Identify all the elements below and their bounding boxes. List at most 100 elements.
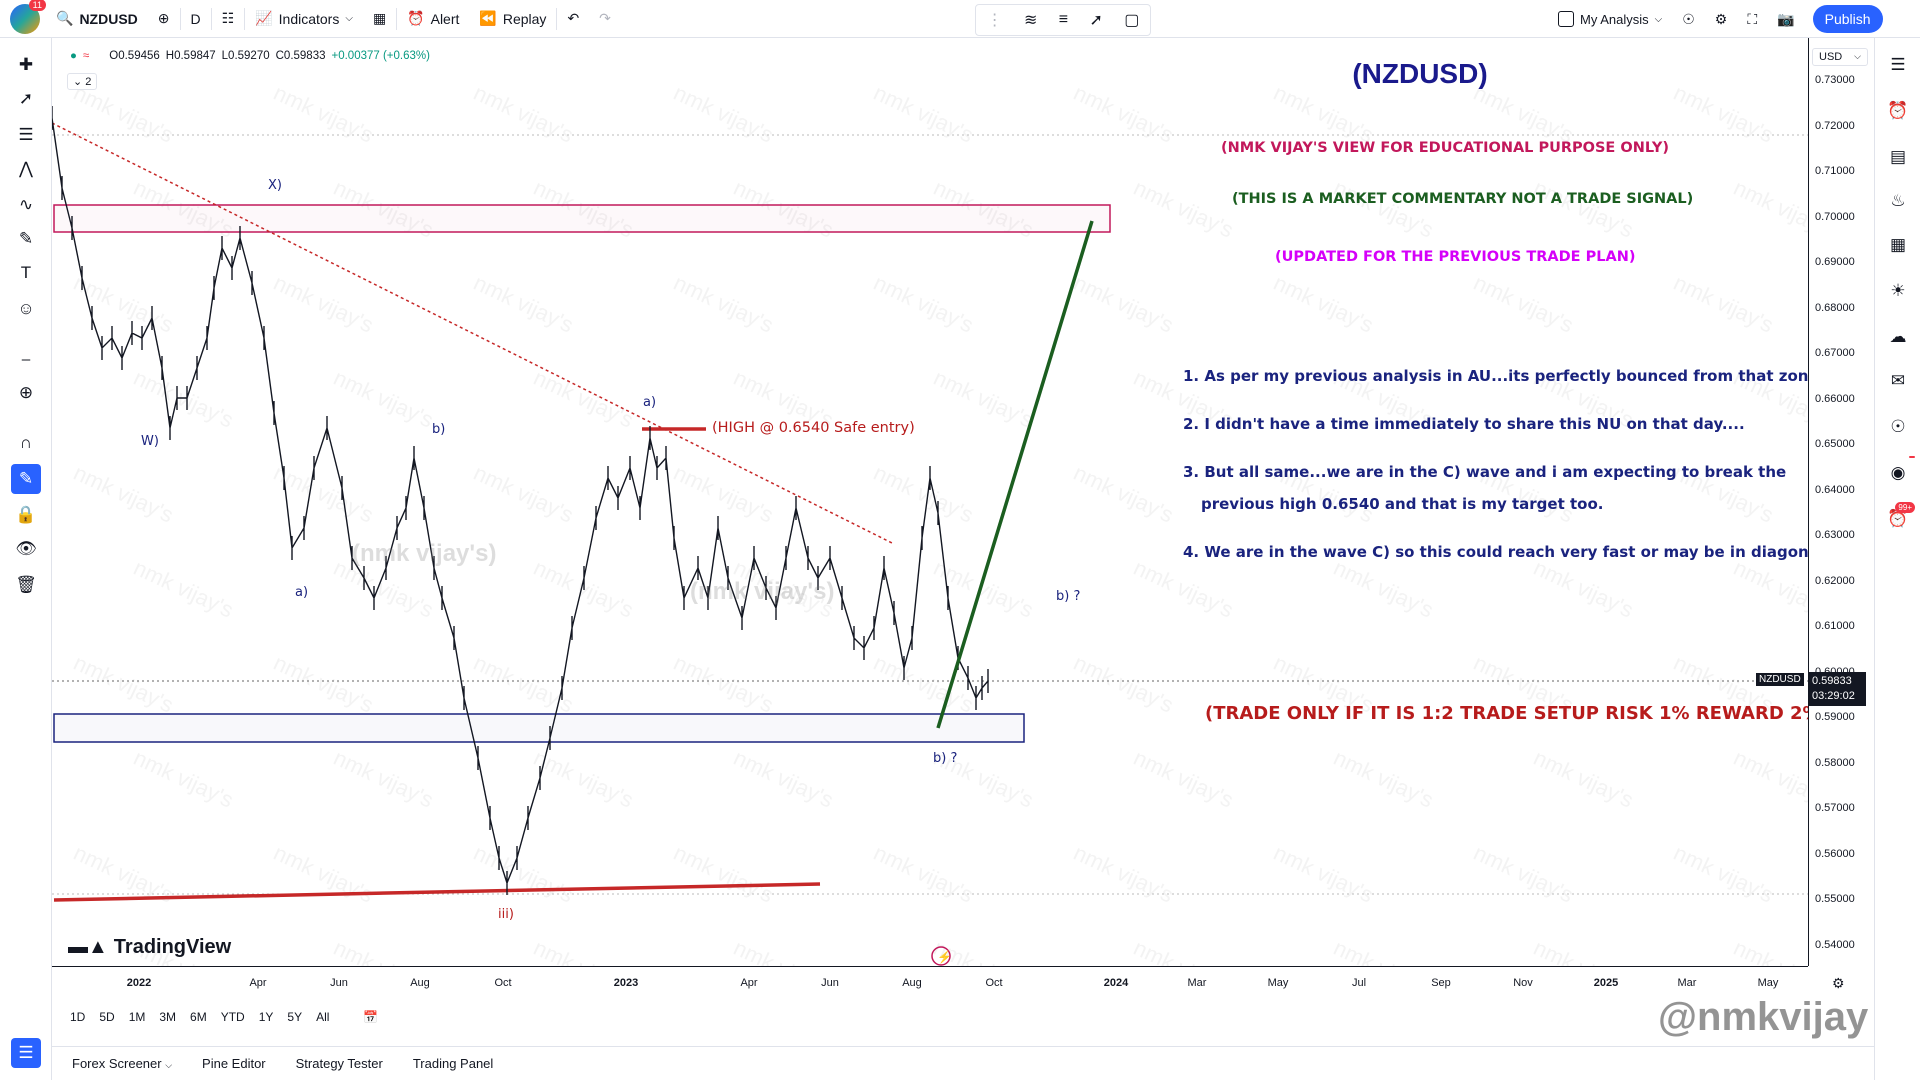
undo-button[interactable]: ↶: [557, 0, 589, 38]
stay-drawing-icon[interactable]: ✎: [11, 464, 41, 494]
chat-icon[interactable]: ✉: [1890, 371, 1906, 390]
time-axis-label: 2022: [126, 977, 152, 989]
time-axis[interactable]: 2022 Apr Jun Aug Oct 2023 Apr Jun Aug Oct 2024 Mar M…: [52, 966, 1808, 996]
price-chart[interactable]: nmk vijay's nmk vijay's nmk vijay's nmk vij…: [52, 38, 1808, 966]
pitchfork-icon[interactable]: ☰: [18, 125, 34, 144]
trendline-icon[interactable]: ➚: [1089, 12, 1103, 29]
grid-icon: ▦: [372, 10, 387, 26]
legend-dot-icon[interactable]: ●: [70, 50, 77, 62]
support-trendline[interactable]: [53, 882, 821, 902]
current-price-label: 0.59833 03:29:02: [1808, 672, 1866, 706]
symbol-search[interactable]: 🔍 NZDUSD: [46, 0, 148, 38]
range-button[interactable]: All: [316, 1010, 330, 1024]
avatar[interactable]: 11: [10, 0, 46, 34]
fullscreen-button[interactable]: ⛶: [1737, 0, 1767, 38]
range-button[interactable]: 6M: [190, 1010, 207, 1024]
trash-icon[interactable]: 🗑: [15, 575, 37, 594]
range-button[interactable]: 1M: [128, 1010, 146, 1024]
zoom-in-icon[interactable]: ⊕: [18, 383, 34, 402]
tab-strategy-tester[interactable]: Strategy Tester: [295, 1056, 383, 1071]
projection-arrow[interactable]: [936, 220, 1094, 729]
watermark-tile: nmk vijay's: [470, 270, 577, 338]
legend-collapse-button[interactable]: ⌄ 2: [67, 73, 98, 90]
indicators-button[interactable]: 📈 Indicators ⌵: [245, 0, 363, 38]
high-entry-label: (HIGH @ 0.6540 Safe entry): [712, 420, 915, 436]
time-axis-label: Aug: [902, 977, 922, 989]
trendline-tool-icon[interactable]: ➚: [18, 89, 34, 108]
prediction-icon[interactable]: ∿: [18, 195, 34, 214]
magnet-icon[interactable]: ∩: [19, 433, 33, 452]
layout-button[interactable]: My Analysis ⌵: [1548, 0, 1672, 38]
watermark-tile: nmk vijay's: [1070, 840, 1177, 908]
high-value: H0.59847: [165, 50, 216, 62]
interval-button[interactable]: D: [181, 0, 211, 38]
hotlist-icon[interactable]: ♨: [1890, 191, 1906, 210]
publish-button[interactable]: Publish: [1812, 5, 1883, 33]
snapshot-button[interactable]: 📷: [1767, 0, 1804, 38]
compare-button[interactable]: ⊕: [148, 0, 180, 38]
event-marker[interactable]: [931, 946, 951, 966]
brush-icon[interactable]: ✎: [18, 229, 34, 248]
redo-button[interactable]: ↷: [589, 0, 621, 38]
lock-icon[interactable]: 🔒: [15, 505, 37, 524]
time-axis-label: Jul: [1351, 977, 1367, 989]
alert-button[interactable]: ⏰ Alert: [397, 0, 469, 38]
range-button[interactable]: 3M: [159, 1010, 177, 1024]
watermark-tile: nmk vijay's: [1130, 935, 1237, 966]
emoji-icon[interactable]: ☺: [17, 299, 35, 318]
replay-button[interactable]: ⏪ Replay: [469, 0, 556, 38]
price-axis[interactable]: 0.73000 0.72000 0.71000 0.70000 0.69000 0.680…: [1808, 38, 1872, 966]
pattern-icon[interactable]: ⋀: [19, 159, 33, 178]
settings-button[interactable]: ⚙: [1705, 0, 1738, 38]
tab-pine-editor[interactable]: Pine Editor: [202, 1056, 266, 1071]
notifications-icon[interactable]: ⏰ 99+: [1883, 502, 1915, 534]
eye-icon[interactable]: 👁: [15, 539, 37, 558]
watchlist-icon[interactable]: ☰: [1890, 55, 1906, 74]
range-button[interactable]: YTD: [220, 1010, 245, 1024]
price-axis-label: 0.67000: [1815, 347, 1855, 359]
currency-select[interactable]: USD ⌵: [1812, 48, 1868, 66]
time-axis-label: Apr: [740, 977, 758, 989]
range-button[interactable]: 5Y: [287, 1010, 303, 1024]
tab-trading-panel[interactable]: Trading Panel: [412, 1056, 494, 1071]
drag-handle-icon[interactable]: ⋮: [986, 12, 1003, 29]
crosshair-icon[interactable]: ✚: [18, 55, 34, 74]
resistance-zone[interactable]: [53, 204, 1111, 233]
camera-icon: 📷: [1777, 10, 1795, 27]
alerts-icon[interactable]: ⏰: [1887, 101, 1909, 120]
range-button[interactable]: 5D: [99, 1010, 115, 1024]
streams-icon[interactable]: ☁: [1889, 327, 1907, 346]
watermark-tile: nmk vijay's: [670, 840, 777, 908]
data-window-icon[interactable]: ▤: [1889, 147, 1907, 166]
price-axis-label: 0.66000: [1815, 392, 1855, 405]
range-button[interactable]: 1D: [70, 1010, 86, 1024]
rectangle-icon[interactable]: ▢: [1124, 12, 1140, 29]
watermark-tile: nmk vijay's: [670, 270, 777, 338]
descending-trendline[interactable]: [52, 122, 893, 544]
calendar-icon[interactable]: ▦: [1889, 235, 1907, 254]
line-tools-icon[interactable]: ≋: [1024, 12, 1038, 29]
watermark-tile: nmk vijay's: [1130, 175, 1237, 243]
quick-search-button[interactable]: ☉: [1672, 0, 1705, 38]
text-tool-icon[interactable]: T: [20, 263, 32, 282]
price-axis-label: 0.57000: [1815, 802, 1855, 814]
legend-wave-icon[interactable]: ≈: [82, 50, 90, 62]
signals-icon[interactable]: ☉: [1890, 417, 1906, 436]
templates-button[interactable]: ▦: [363, 0, 396, 38]
broadcast-icon[interactable]: ◉: [1883, 456, 1915, 488]
ideas-icon[interactable]: ☀: [1890, 281, 1906, 300]
left-drawing-toolbar: ✚ ➚ ☰ ⋀ ∿ ✎ T ☺ ⎯ ⊕ ∩ ✎ 🔒 👁 🗑 ☰: [0, 38, 52, 1080]
object-tree-icon[interactable]: ☰: [11, 1038, 41, 1068]
gear-icon: ⚙: [1714, 10, 1728, 27]
support-zone[interactable]: [53, 713, 1025, 743]
note-point-3b: previous high 0.6540 and that is my targ…: [1201, 495, 1604, 513]
chart-type-button[interactable]: ☷: [212, 0, 245, 38]
fib-icon[interactable]: ≡: [1058, 11, 1069, 28]
range-button[interactable]: 1Y: [258, 1010, 274, 1024]
time-axis-settings-icon[interactable]: ⚙: [1832, 975, 1845, 991]
tab-forex-screener[interactable]: Forex Screener ⌵: [72, 1056, 172, 1071]
interval-label: D: [190, 10, 201, 27]
goto-date-icon[interactable]: 📅: [363, 1010, 379, 1024]
watermark-tile: nmk vijay's: [1470, 270, 1577, 338]
ruler-icon[interactable]: ⎯: [21, 349, 31, 368]
